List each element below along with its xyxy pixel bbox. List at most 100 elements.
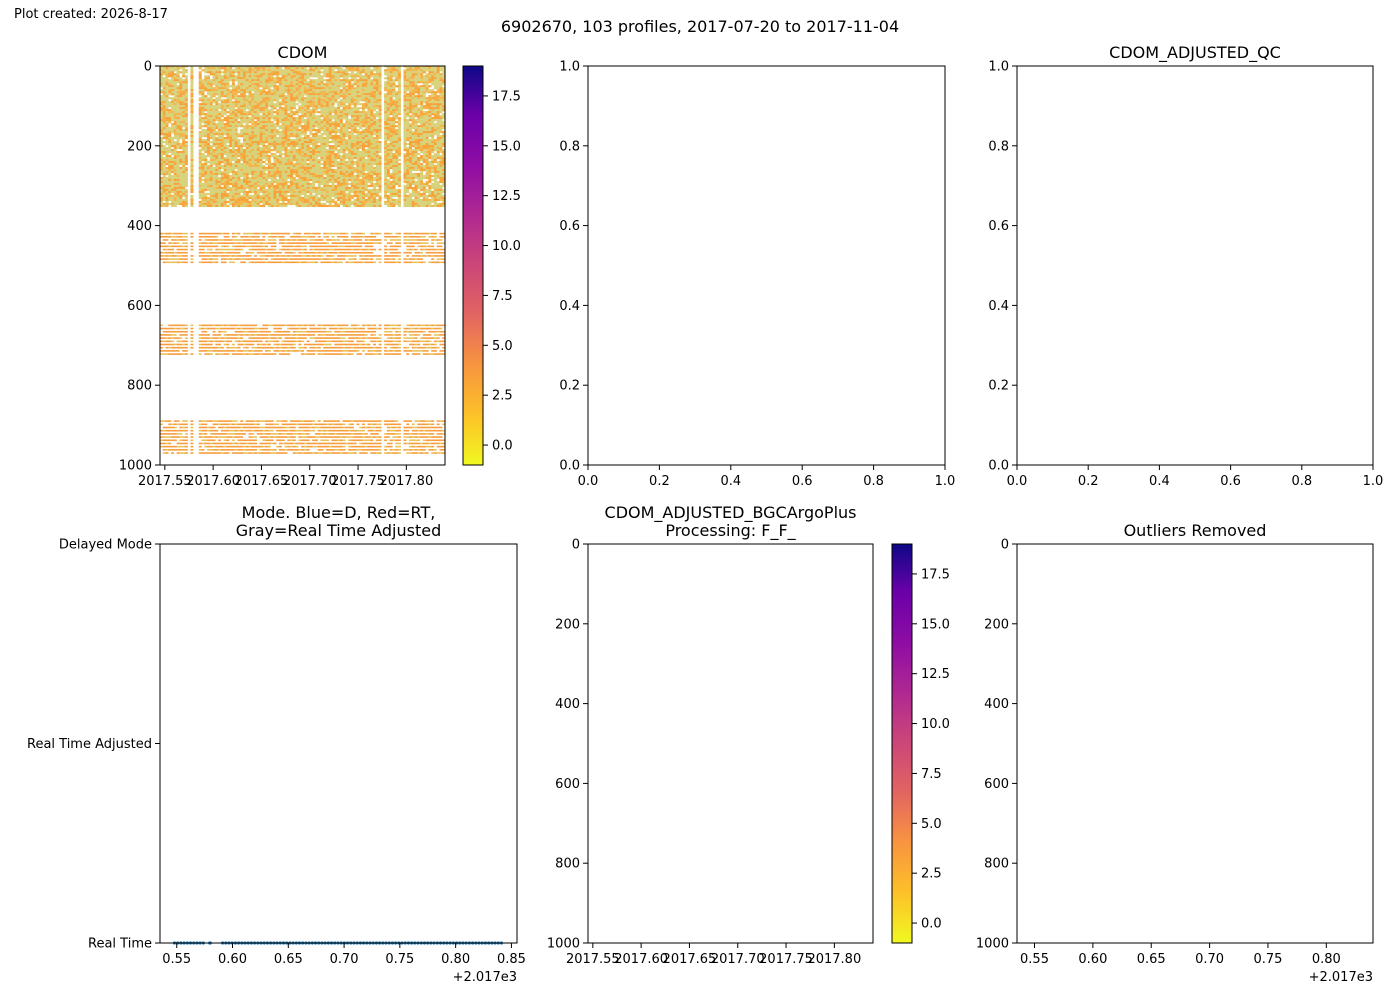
heatmap-cell <box>179 129 183 132</box>
heatmap-cell <box>276 139 280 142</box>
heatmap-cell <box>370 135 374 138</box>
heatmap-cell <box>290 83 294 86</box>
heatmap-cell <box>256 135 260 138</box>
heatmap-cell <box>384 115 388 118</box>
heatmap-cell <box>265 67 269 70</box>
heatmap-cell <box>397 81 401 84</box>
heatmap-cell <box>262 135 266 138</box>
heatmap-cell <box>162 125 166 128</box>
heatmap-cell <box>411 133 415 136</box>
heatmap-cell <box>209 135 213 138</box>
heatmap-cell <box>179 123 183 126</box>
heatmap-cell <box>218 93 222 96</box>
heatmap-cell <box>356 131 360 134</box>
heatmap-cell <box>243 87 246 90</box>
heatmap-cell <box>254 105 258 108</box>
heatmap-cell <box>215 75 219 78</box>
heatmap-cell <box>270 127 274 130</box>
heatmap-cell <box>317 152 321 156</box>
heatmap-cell <box>234 123 238 126</box>
heatmap-cell <box>373 66 377 68</box>
heatmap-cell <box>317 125 321 128</box>
heatmap-cell <box>173 93 177 96</box>
heatmap-cell <box>373 117 377 120</box>
heatmap-cell <box>168 160 172 164</box>
heatmap-cell <box>334 172 338 176</box>
heatmap-cell <box>295 148 299 152</box>
heatmap-cell <box>375 148 379 152</box>
heatmap-cell <box>331 66 335 68</box>
heatmap-cell <box>162 133 166 136</box>
heatmap-cell <box>223 160 227 164</box>
heatmap-cell <box>320 95 324 98</box>
heatmap-cell <box>243 103 246 106</box>
heatmap-cell <box>218 156 222 160</box>
heatmap-cell <box>160 75 163 78</box>
heatmap-cell <box>386 97 390 100</box>
heatmap-cell <box>278 168 282 172</box>
heatmap-cell <box>226 69 230 72</box>
heatmap-cell <box>375 166 379 170</box>
heatmap-cell <box>389 152 393 156</box>
heatmap-cell <box>231 121 235 124</box>
heatmap-cell <box>422 67 426 70</box>
heatmap-cell <box>243 89 246 92</box>
heatmap-cell <box>165 101 169 104</box>
heatmap-cell <box>259 111 263 114</box>
heatmap-cell <box>262 160 266 164</box>
heatmap-cell <box>303 89 307 92</box>
heatmap-cell <box>245 168 249 172</box>
heatmap-cell <box>339 117 343 120</box>
heatmap-cell <box>179 81 183 84</box>
heatmap-cell <box>331 164 335 168</box>
heatmap-cell <box>403 99 407 102</box>
heatmap-cell <box>409 107 412 110</box>
heatmap-cell <box>353 119 357 122</box>
heatmap-cell <box>436 67 440 70</box>
heatmap-cell <box>295 160 299 164</box>
heatmap-cell <box>301 81 305 84</box>
heatmap-cell <box>428 97 432 100</box>
heatmap-cell <box>317 79 321 82</box>
heatmap-cell <box>265 125 269 128</box>
heatmap-cell <box>392 123 396 126</box>
heatmap-cell <box>442 133 445 136</box>
heatmap-cell <box>331 95 335 98</box>
heatmap-cell <box>276 148 280 152</box>
heatmap-cell <box>290 111 294 114</box>
heatmap-cell <box>406 133 410 136</box>
heatmap-cell <box>314 170 318 174</box>
heatmap-cell <box>317 129 321 132</box>
heatmap-cell <box>204 119 208 122</box>
heatmap-cell <box>220 129 224 132</box>
heatmap-cell <box>317 139 321 142</box>
heatmap-cell <box>314 125 318 128</box>
heatmap-cell <box>256 79 260 82</box>
heatmap-cell <box>414 152 418 156</box>
heatmap-cell <box>168 143 172 146</box>
heatmap-cell <box>265 71 269 74</box>
heatmap-cell <box>218 105 222 108</box>
heatmap-cell <box>290 129 294 132</box>
heatmap-cell <box>281 109 285 112</box>
heatmap-cell <box>259 93 263 96</box>
heatmap-cell <box>248 113 252 116</box>
heatmap-cell <box>386 101 390 104</box>
heatmap-cell <box>389 164 393 168</box>
heatmap-cell <box>265 66 269 68</box>
heatmap-cell <box>375 141 379 144</box>
heatmap-cell <box>179 119 183 122</box>
heatmap-cell <box>350 133 354 136</box>
heatmap-cell <box>290 119 294 122</box>
heatmap-cell <box>350 148 354 152</box>
heatmap-cell <box>342 101 346 104</box>
heatmap-cell <box>359 137 363 140</box>
heatmap-cell <box>226 172 230 176</box>
heatmap-cell <box>218 166 222 170</box>
heatmap-cell <box>182 170 186 174</box>
heatmap-cell <box>373 133 377 136</box>
heatmap-cell <box>323 89 327 92</box>
heatmap-cell <box>397 137 401 140</box>
heatmap-cell <box>356 143 360 146</box>
heatmap-cell <box>420 115 424 118</box>
